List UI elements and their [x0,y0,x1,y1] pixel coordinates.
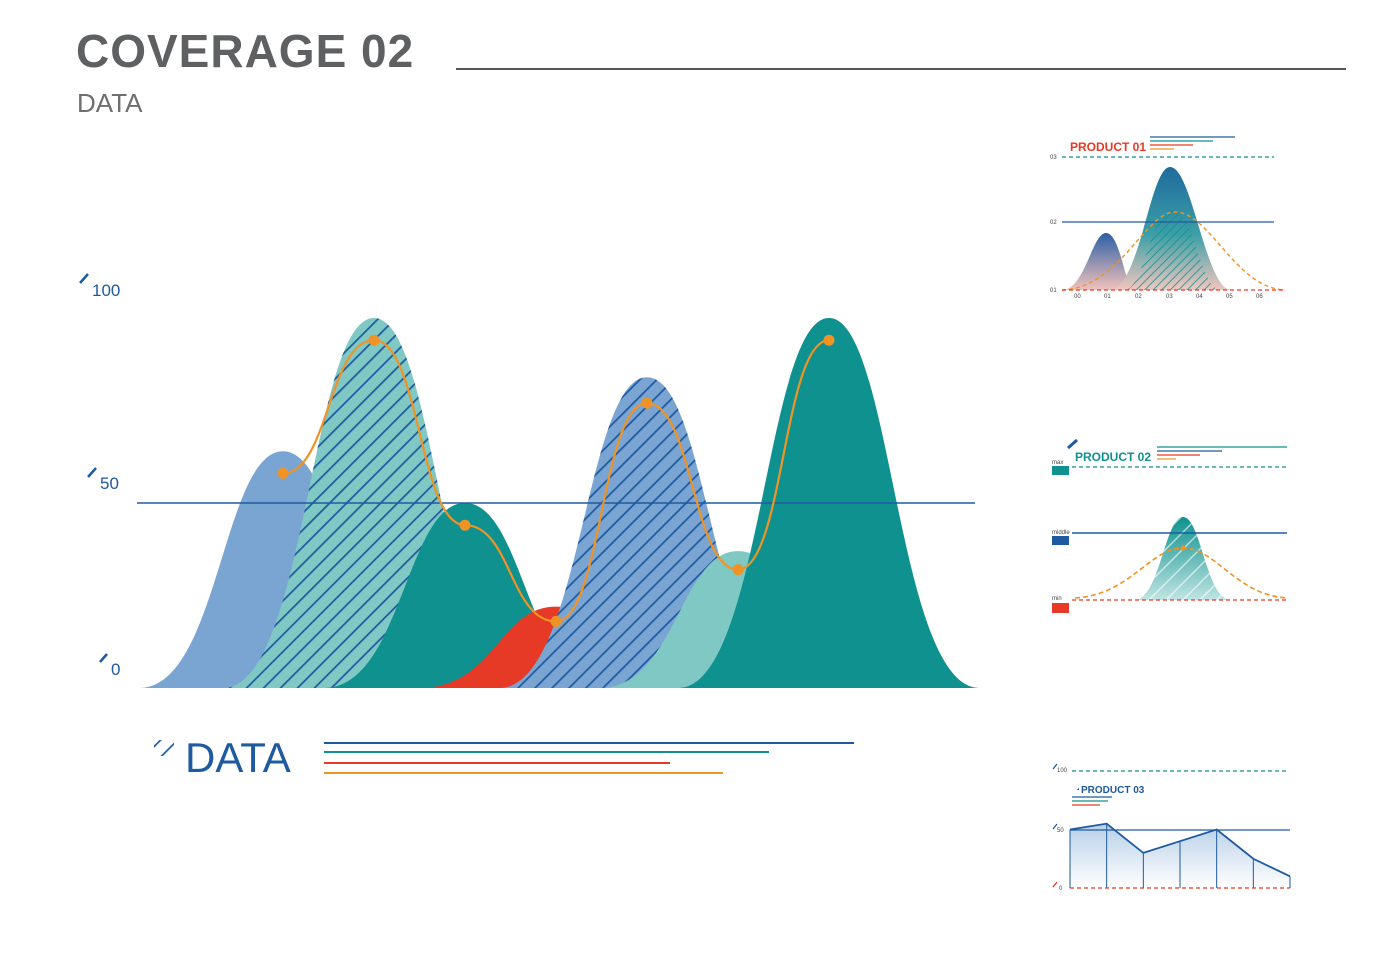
product-03-series-line [1069,822,1291,878]
product-03-y-tick: 0 [1059,886,1063,892]
product-01-x-tick: 01 [1104,294,1111,300]
product-03-y-tick: 50 [1057,828,1064,834]
product-02-title: PRODUCT 02 [1075,450,1151,464]
title-divider [456,68,1346,70]
y-tick-label-100: 100 [92,281,120,300]
page-title: COVERAGE 02 [76,25,415,77]
product-02-tick-icon [1067,438,1078,450]
product-02-level-max: max [1052,460,1063,466]
product-02-point [1180,545,1186,551]
product-03-tick-mark [1052,763,1058,770]
product-01-x-tick: 02 [1135,294,1142,300]
series-point-5 [641,397,653,409]
product-03-y-tick: 100 [1057,768,1068,774]
y-tick-label-50: 50 [100,474,119,493]
product-01-title: PRODUCT 01 [1070,140,1146,154]
series-point-6 [732,564,744,576]
product-02-middle-swatch [1052,536,1069,545]
product-03-chart: 100 PRODUCT 03 50 0 [1052,763,1291,892]
legend-label: DATA [185,734,291,781]
product-01-x-tick: 03 [1166,294,1173,300]
legend: DATA [154,734,854,781]
series-point-1 [277,467,289,479]
tick-mark-0 [99,653,108,663]
tick-mark-50 [87,467,97,478]
product-01-small-peak [1062,233,1133,290]
tick-mark-100 [79,273,89,284]
product-02-min-swatch [1052,603,1069,613]
product-01-x-tick: 04 [1196,294,1203,300]
product-02-chart: PRODUCT 02 max middle min [1052,438,1288,613]
product-01-y-tick: 03 [1050,155,1057,161]
series-point-2 [368,334,380,346]
page-subtitle: DATA [77,88,143,118]
product-03-tick-mark [1052,823,1058,830]
product-01-y-tick: 02 [1050,220,1057,226]
product-03-title: PRODUCT 03 [1081,785,1145,796]
product-03-hatch-icon [1072,784,1079,790]
product-03-verticals [1069,823,1291,888]
product-01-chart: PRODUCT 01 03 02 01 00 01 02 03 04 05 06 [1050,136,1286,300]
product-01-x-tick: 05 [1226,294,1233,300]
product-02-peak-hatch [1135,517,1230,600]
product-02-level-min: min [1052,596,1062,602]
series-points [277,334,835,627]
series-point-7 [823,334,835,346]
product-01-dashed-curve [1061,211,1286,291]
product-01-hatch-peak [1125,210,1220,290]
series-point-4 [550,615,562,627]
series-point-3 [459,519,471,531]
product-01-y-tick: 01 [1050,288,1057,294]
main-y-axis: 100 50 0 [79,273,120,679]
y-tick-label-0: 0 [111,660,120,679]
product-02-max-swatch [1052,466,1069,475]
product-02-level-middle: middle [1052,530,1070,536]
legend-hatch-swatch [154,740,174,756]
product-03-tick-mark [1052,881,1058,888]
product-01-x-tick: 06 [1256,294,1263,300]
product-01-x-tick: 00 [1074,294,1081,300]
